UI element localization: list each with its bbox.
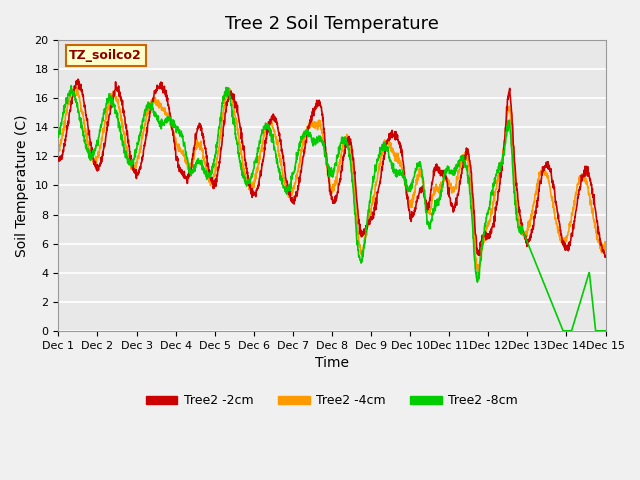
Tree2 -4cm <box>321 142 328 147</box>
Tree2 -4cm <box>474 269 482 275</box>
X-axis label: Time: Time <box>315 356 349 370</box>
Tree2 -8cm <box>307 130 314 136</box>
Tree2 -4cm <box>602 241 609 247</box>
Tree2 -4cm <box>83 131 90 137</box>
Line: Tree2 -8cm: Tree2 -8cm <box>58 85 605 331</box>
Tree2 -2cm <box>321 135 328 141</box>
Line: Tree2 -4cm: Tree2 -4cm <box>58 86 605 272</box>
Tree2 -8cm <box>321 153 328 158</box>
Tree2 -4cm <box>486 219 493 225</box>
Legend: Tree2 -2cm, Tree2 -4cm, Tree2 -8cm: Tree2 -2cm, Tree2 -4cm, Tree2 -8cm <box>141 389 523 412</box>
Tree2 -4cm <box>586 202 594 207</box>
Tree2 -2cm <box>74 76 82 82</box>
Tree2 -8cm <box>586 275 594 281</box>
Tree2 -2cm <box>83 117 90 122</box>
Tree2 -4cm <box>54 149 62 155</box>
Tree2 -2cm <box>486 232 493 238</box>
Title: Tree 2 Soil Temperature: Tree 2 Soil Temperature <box>225 15 439 33</box>
Tree2 -2cm <box>602 254 609 260</box>
Tree2 -2cm <box>54 157 62 163</box>
Tree2 -4cm <box>307 125 314 131</box>
Tree2 -8cm <box>586 277 594 283</box>
Tree2 -8cm <box>83 144 90 149</box>
Tree2 -2cm <box>601 254 609 260</box>
Text: TZ_soilco2: TZ_soilco2 <box>69 49 142 62</box>
Tree2 -8cm <box>54 134 62 140</box>
Tree2 -4cm <box>586 196 594 202</box>
Tree2 -8cm <box>486 206 493 212</box>
Line: Tree2 -2cm: Tree2 -2cm <box>58 79 605 257</box>
Tree2 -8cm <box>602 328 609 334</box>
Tree2 -8cm <box>67 83 75 88</box>
Tree2 -2cm <box>586 176 594 181</box>
Tree2 -4cm <box>71 84 79 89</box>
Tree2 -2cm <box>586 176 593 182</box>
Tree2 -8cm <box>559 328 567 334</box>
Tree2 -2cm <box>307 117 314 122</box>
Y-axis label: Soil Temperature (C): Soil Temperature (C) <box>15 114 29 257</box>
